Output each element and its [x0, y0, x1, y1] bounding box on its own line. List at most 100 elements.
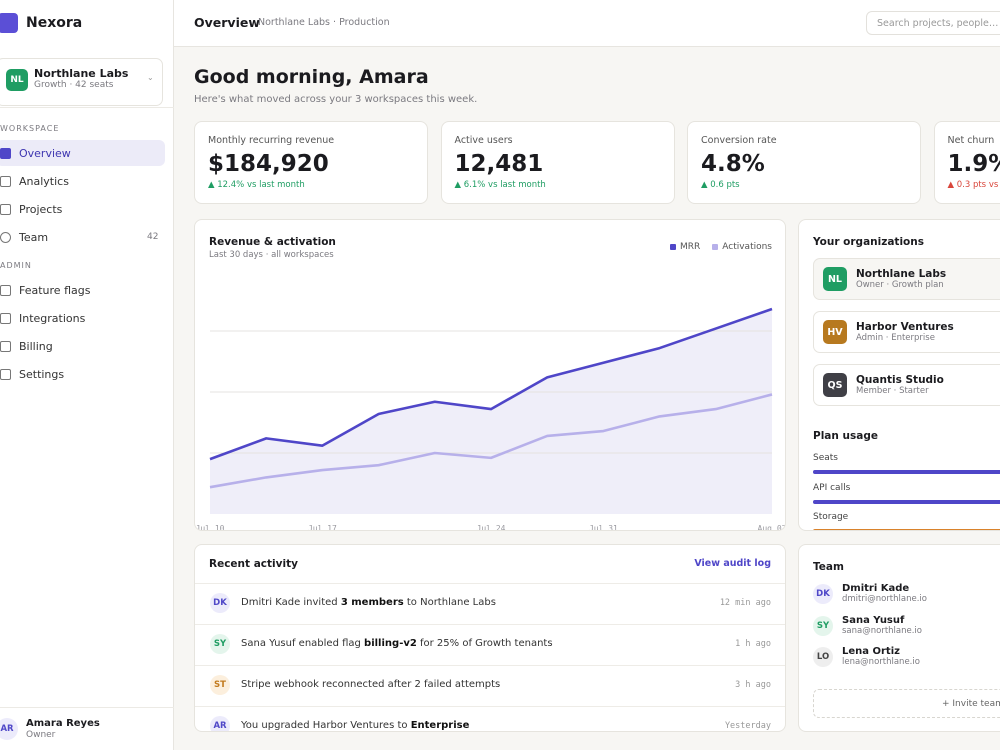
sidebar: Nexora NL Northlane Labs Growth · 42 seats ⌄…	[0, 0, 174, 750]
divider	[195, 706, 785, 707]
chart-title: Revenue & activation	[209, 236, 336, 248]
kpi-card: Net churn 1.9% ▲ 0.3 pts vs last month	[933, 121, 1000, 204]
legend-label: MRR	[679, 242, 701, 252]
nav-icon	[0, 176, 11, 187]
nav-item[interactable]: Billing	[0, 333, 165, 359]
kpi-value: 1.9%	[947, 151, 1000, 177]
org-badge: NL	[823, 267, 847, 291]
section-title: Your organizations	[813, 236, 924, 248]
kpi-label: Conversion rate	[701, 135, 777, 146]
member-email: lena@northlane.io	[842, 657, 920, 667]
section-title: Team	[813, 561, 844, 573]
nav-item[interactable]: Overview	[0, 140, 165, 166]
legend-swatch	[712, 244, 719, 250]
greeting-subtitle: Here's what moved across your 3 workspac…	[194, 94, 478, 105]
section-title: WORKSPACE	[0, 124, 60, 133]
logo-mark	[0, 13, 18, 33]
kpi-delta: ▲ 12.4% vs last month	[208, 180, 305, 190]
kpi-label: Net churn	[947, 135, 995, 146]
nav-item[interactable]: Team 42	[0, 224, 165, 250]
avatar: DK	[210, 593, 230, 613]
kpi-delta: ▲ 6.1% vs last month	[454, 180, 546, 190]
kpi-value: 4.8%	[701, 151, 765, 177]
usage-label: Storage	[813, 512, 849, 522]
org-name: Northlane Labs	[34, 67, 129, 80]
usage-label: API calls	[813, 482, 851, 493]
org-item[interactable]: QS Quantis Studio Member · Starter	[813, 364, 1000, 406]
avatar: AR	[210, 716, 230, 731]
timestamp: 1 h ago	[735, 639, 771, 649]
avatar: SY	[813, 615, 833, 636]
member-name: Dmitri Kade	[842, 583, 910, 594]
kpi-label: Monthly recurring revenue	[208, 135, 335, 146]
nav-item[interactable]: Projects	[0, 196, 165, 222]
nav-icon	[0, 204, 11, 215]
text: Dmitri Kade invited	[241, 597, 341, 608]
org-item[interactable]: HV Harbor Ventures Admin · Enterprise	[813, 311, 1000, 353]
x-tick-label: Aug 07	[758, 524, 786, 531]
nav-icon	[0, 232, 11, 243]
divider	[195, 583, 785, 584]
org-name: Harbor Ventures	[856, 321, 954, 333]
breadcrumb: Northlane Labs · Production	[258, 17, 390, 28]
org-name: Northlane Labs	[856, 268, 947, 280]
nav-item[interactable]: Settings	[0, 361, 165, 387]
avatar: LO	[813, 647, 833, 667]
org-meta: Member · Starter	[856, 386, 929, 396]
chart-card: Revenue & activation Last 30 days · all w…	[194, 219, 786, 531]
x-tick-label: Jul 24	[477, 524, 506, 531]
kpi-card: Conversion rate 4.8% ▲ 0.6 pts	[687, 121, 921, 204]
usage-bar	[813, 499, 1000, 504]
invite-button[interactable]: + Invite teammate	[813, 689, 1000, 718]
divider	[195, 624, 785, 625]
org-meta: Admin · Enterprise	[856, 333, 935, 343]
x-tick-label: Jul 17	[308, 524, 337, 531]
section-title: ADMIN	[0, 261, 32, 270]
kpi-delta: ▲ 0.3 pts vs last month	[947, 180, 1000, 190]
divider	[195, 665, 785, 666]
org-meta: Owner · Growth plan	[856, 280, 944, 290]
org-item[interactable]: NL Northlane Labs Owner · Growth plan	[813, 258, 1000, 300]
nav-item[interactable]: Feature flags	[0, 277, 165, 303]
line	[209, 307, 773, 461]
divider	[0, 707, 174, 708]
top-bar: Overview Northlane Labs · Production Searc…	[174, 0, 1000, 47]
org-switcher[interactable]: NL Northlane Labs Growth · 42 seats ⌄	[0, 58, 163, 106]
text: You upgraded Harbor Ventures to	[241, 720, 411, 731]
nav-label: Feature flags	[19, 284, 91, 297]
emphasis: billing-v2	[364, 638, 417, 649]
nav-label: Projects	[19, 203, 63, 216]
kpi-value: $184,920	[208, 151, 329, 177]
member-email: sana@northlane.io	[842, 625, 922, 636]
x-tick-label: Jul 10	[196, 524, 225, 531]
activity-text: You upgraded Harbor Ventures to Enterpri…	[241, 721, 469, 731]
nav-label: Overview	[19, 147, 71, 160]
audit-link[interactable]: View audit log	[694, 558, 771, 569]
avatar: SY	[210, 634, 230, 654]
nav-badge: 42	[147, 232, 159, 242]
org-meta: Growth · 42 seats	[34, 80, 114, 90]
nav-label: Integrations	[19, 312, 86, 325]
kpi-card: Active users 12,481 ▲ 6.1% vs last month	[440, 121, 675, 204]
timestamp: 12 min ago	[719, 598, 771, 608]
nav-icon	[0, 341, 11, 352]
nav-item[interactable]: Integrations	[0, 305, 165, 331]
timestamp: 3 h ago	[735, 680, 771, 690]
area	[210, 309, 772, 514]
divider	[0, 107, 174, 108]
search-box[interactable]: Search projects, people…	[866, 11, 1000, 35]
legend-label: Activations	[722, 242, 772, 252]
nav-label: Analytics	[19, 175, 69, 188]
chart-subtitle: Last 30 days · all workspaces	[209, 250, 334, 260]
text: Sana Yusuf enabled flag	[241, 638, 365, 649]
brand: Nexora	[26, 15, 83, 31]
nav-label: Billing	[19, 340, 53, 353]
org-name: Quantis Studio	[856, 374, 944, 386]
usage-label: Seats	[813, 453, 838, 463]
nav-item[interactable]: Analytics	[0, 168, 165, 194]
avatar: DK	[813, 584, 833, 604]
kpi-value: 12,481	[454, 151, 544, 177]
legend-swatch	[669, 244, 676, 250]
org-badge: NL	[6, 69, 28, 91]
